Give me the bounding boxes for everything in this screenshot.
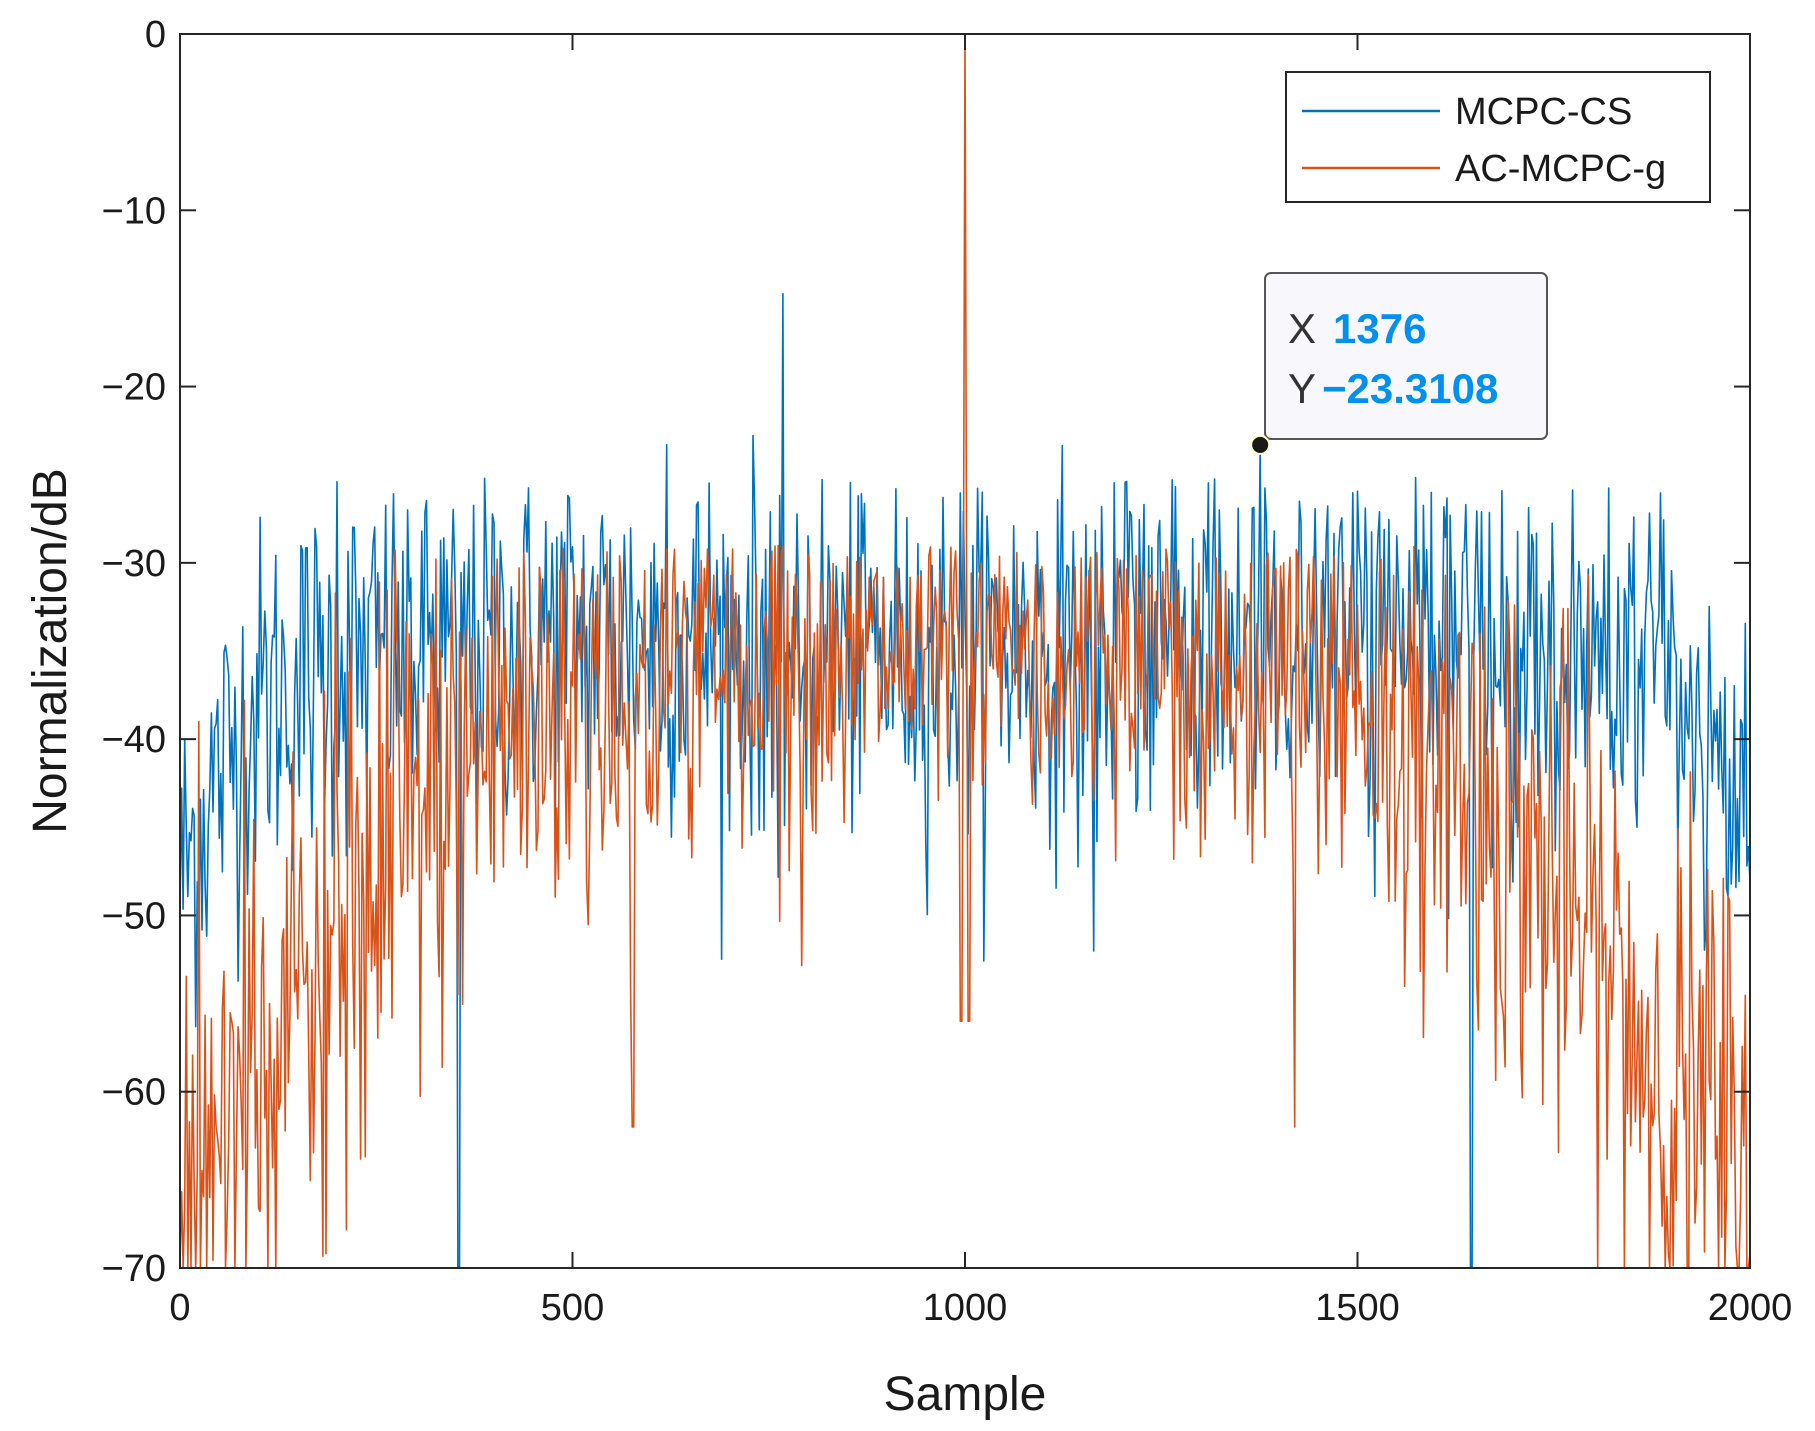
y-tick-label: −20 bbox=[102, 367, 166, 409]
y-tick-label: −30 bbox=[102, 543, 166, 585]
y-tick-label: −50 bbox=[102, 895, 166, 937]
datatip-x-value: 1376 bbox=[1333, 305, 1426, 352]
datatip-y-label: Y bbox=[1288, 365, 1316, 412]
x-tick-label: 1000 bbox=[923, 1287, 1008, 1329]
x-tick-label: 0 bbox=[169, 1287, 190, 1329]
legend: MCPC-CS AC-MCPC-g bbox=[1285, 71, 1711, 203]
x-tick-label: 500 bbox=[541, 1287, 604, 1329]
x-tick-label: 2000 bbox=[1708, 1287, 1793, 1329]
legend-label-mcpc-cs: MCPC-CS bbox=[1455, 91, 1632, 133]
tick-layer: 0 500 1000 1500 2000 0 −10 −20 −30 −40 −50 −60 −70 bbox=[102, 14, 1793, 1329]
legend-label-ac-mcpc-g: AC-MCPC-g bbox=[1455, 148, 1666, 190]
y-tick-label: −60 bbox=[102, 1072, 166, 1114]
series-line-mcpc-cs bbox=[180, 292, 1750, 1268]
datatip[interactable]: X 1376 Y −23.3108 bbox=[1250, 272, 1548, 455]
y-tick-label: 0 bbox=[145, 14, 166, 56]
x-tick-label: 1500 bbox=[1315, 1287, 1400, 1329]
series-line-ac-mcpc-g bbox=[180, 34, 1750, 1268]
series-layer bbox=[180, 34, 1750, 1268]
x-axis-label: Sample bbox=[884, 1368, 1047, 1421]
y-tick-label: −40 bbox=[102, 719, 166, 761]
y-axis-label: Normalization/dB bbox=[24, 468, 77, 833]
datatip-box bbox=[1264, 272, 1548, 440]
y-tick-label: −70 bbox=[102, 1248, 166, 1290]
datatip-x-label: X bbox=[1288, 305, 1316, 352]
datatip-y-value: −23.3108 bbox=[1322, 365, 1498, 412]
y-tick-label: −10 bbox=[102, 190, 166, 232]
datatip-marker[interactable] bbox=[1250, 434, 1271, 455]
legend-box bbox=[1285, 71, 1711, 203]
